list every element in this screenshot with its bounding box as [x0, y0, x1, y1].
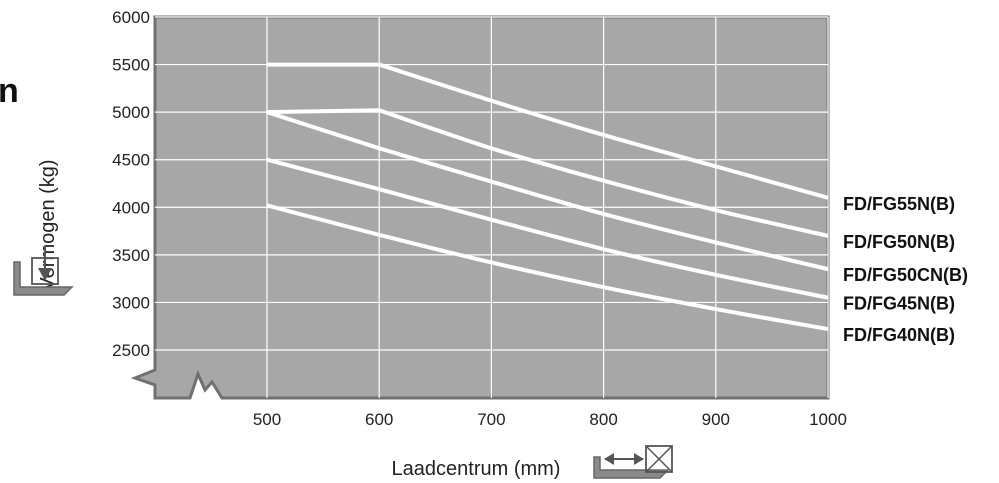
y-tick-label: 3500 — [112, 246, 150, 265]
x-tick-label: 800 — [589, 410, 617, 429]
capacity-icon — [13, 246, 74, 296]
series-label: FD/FG50CN(B) — [843, 265, 968, 285]
legend: FD/FG55N(B) FD/FG50N(B) FD/FG50CN(B) FD/FG4… — [843, 194, 968, 345]
series-line — [266, 110, 829, 272]
y-tick-label: 4000 — [112, 198, 150, 217]
series-line — [266, 203, 829, 332]
series-label: FD/FG55N(B) — [843, 194, 955, 214]
x-tick-label: 600 — [365, 410, 393, 429]
y-tick-label: 4500 — [112, 151, 150, 170]
series-line — [266, 157, 829, 300]
y-tick-label: 6000 — [112, 8, 150, 27]
series-line — [266, 108, 829, 238]
x-axis-title: Laadcentrum (mm) — [392, 458, 561, 480]
series-label: FD/FG45N(B) — [843, 294, 955, 314]
load-centre-icon — [593, 445, 673, 479]
grid-lines — [155, 16, 829, 398]
y-tick-label: 3000 — [112, 293, 150, 312]
x-tick-label: 900 — [702, 410, 730, 429]
x-tick-label: 700 — [477, 410, 505, 429]
x-axis-ticks: 500 600 700 800 900 1000 — [253, 410, 847, 429]
series-lines — [266, 62, 829, 332]
y-tick-label: 5500 — [112, 56, 150, 75]
y-axis-ticks: 2500 3000 3500 4000 4500 5000 5500 6000 — [112, 8, 150, 360]
series-label: FD/FG40N(B) — [843, 325, 955, 345]
series-label: FD/FG50N(B) — [843, 232, 955, 252]
y-tick-label: 2500 — [112, 341, 150, 360]
x-tick-label: 1000 — [809, 410, 847, 429]
series-line — [267, 62, 829, 200]
y-tick-label: 5000 — [112, 103, 150, 122]
cropped-heading-fragment: n — [0, 72, 19, 110]
x-tick-label: 500 — [253, 410, 281, 429]
